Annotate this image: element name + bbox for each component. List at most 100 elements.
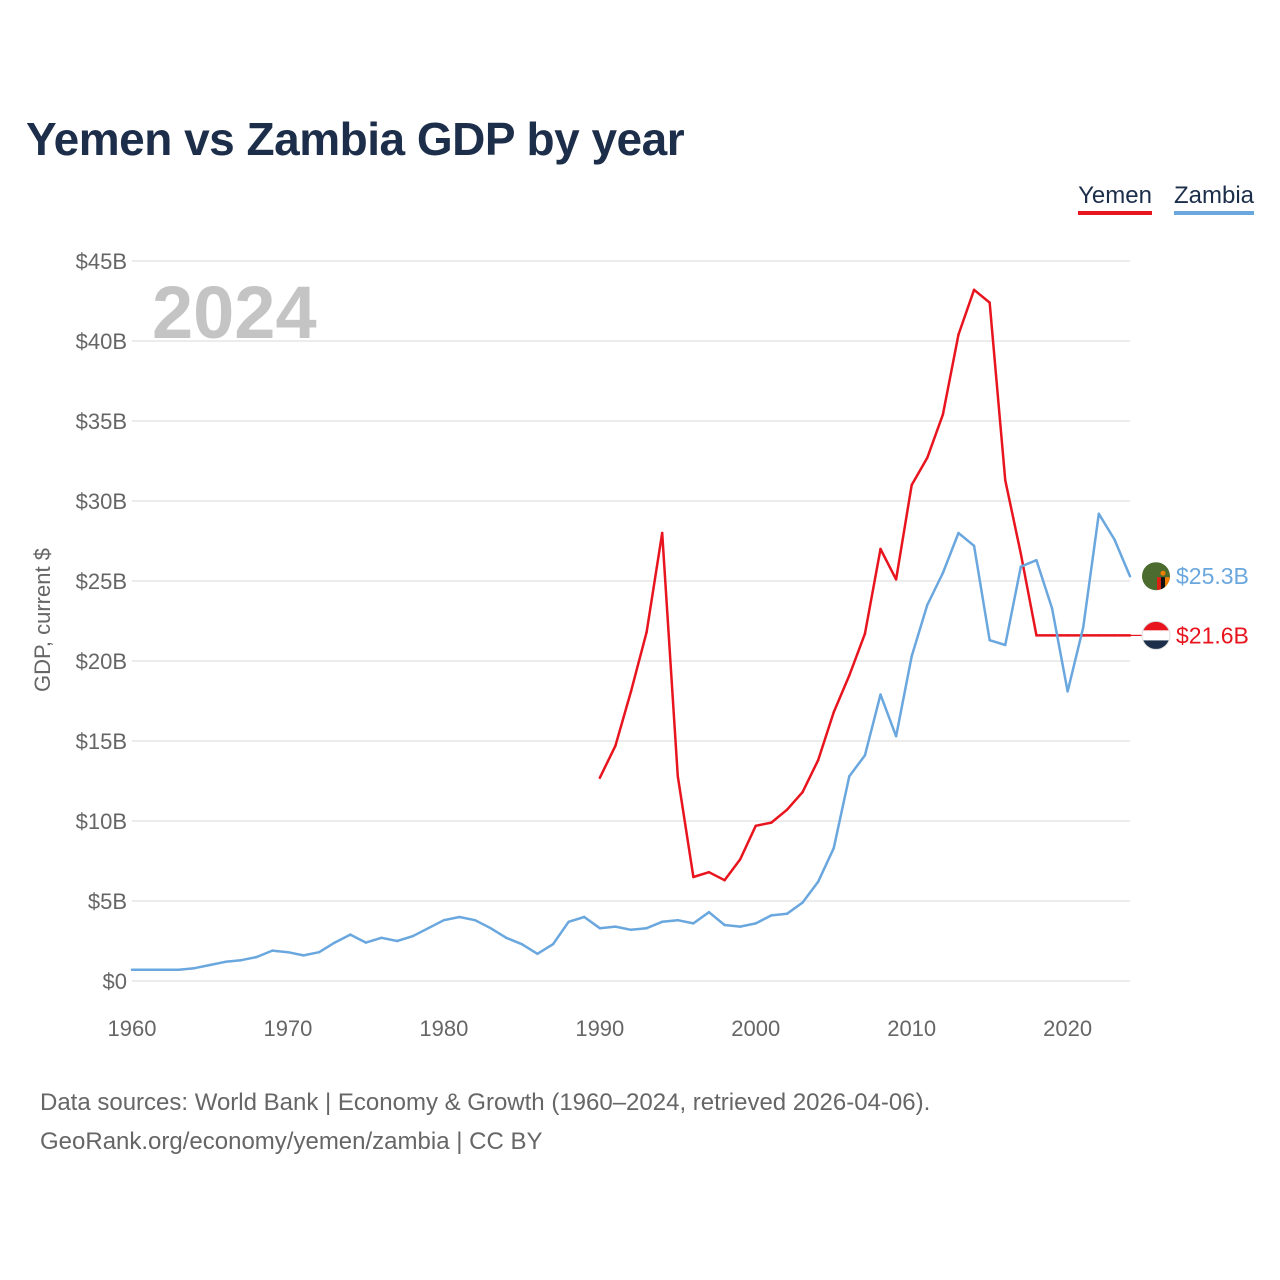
zambia-segment [957,531,976,548]
x-tick-label: 1980 [419,1016,468,1041]
yemen-segment [660,531,680,778]
yemen-segment [832,674,851,714]
zambia-segment [738,922,757,928]
zambia-segment [692,910,711,925]
yemen-segment [988,301,1007,482]
zambia-segment [567,915,586,924]
yemen-segment [723,858,742,882]
zambia-segment [848,754,867,778]
chart-title: Yemen vs Zambia GDP by year [26,113,685,165]
zambia-segment [489,926,508,940]
zambia-segment [411,926,430,938]
x-axis-ticks: 1960 1970 1980 1990 2000 2010 2020 [108,1016,1093,1041]
yemen-segment [707,870,726,882]
yemen-segment [879,547,898,581]
source-note: Data sources: World Bank | Economy & Gro… [40,1089,931,1116]
zambia-segment [816,846,835,884]
zambia-segment [224,958,243,964]
legend-item-zambia[interactable]: Zambia [1173,182,1254,215]
x-tick-label: 2010 [887,1016,936,1041]
gdp-line-chart: 2024 GDP, current $ $0 $5B $10B $15B $20B $25… [30,249,1249,1041]
y-tick-label: $35B [76,409,127,434]
x-tick-label: 1960 [108,1016,157,1041]
credit-link[interactable]: GeoRank.org/economy/yemen/zambia | CC BY [40,1128,543,1155]
legend: Yemen Zambia [1078,182,1254,215]
legend-item-yemen[interactable]: Yemen [1078,182,1152,215]
x-tick-label: 2000 [731,1016,780,1041]
zambia-segment [380,936,399,943]
zambia-segment [1113,538,1132,578]
yemen-segment [785,790,804,812]
y-tick-label: $15B [76,729,127,754]
yemen-segment [957,288,976,336]
zambia-segment [707,910,726,927]
zambia-segment [1081,512,1101,629]
grid-lines [132,260,1130,982]
zambia-segment [177,966,196,972]
yemen-segment [629,630,648,693]
zambia-segment [333,933,352,944]
zambia-segment [910,603,929,658]
zambia-segment [395,934,414,943]
series-zambia [130,512,1132,972]
zambia-segment [723,923,742,928]
y-tick-label: $0 [103,969,127,994]
yemen-segment [645,531,664,634]
zambia-segment [582,915,602,930]
zambia-segment [239,955,258,962]
zambia-segment [660,918,680,924]
y-axis-ticks: $0 $5B $10B $15B $20B $25B $30B $35B $40B $45B [76,249,127,994]
zambia-segment [458,915,477,922]
zambia-end-label: $25.3B [1176,563,1249,589]
y-tick-label: $10B [76,809,127,834]
zambia-segment [1019,558,1038,568]
series-layer [130,288,1132,972]
zambia-segment [598,925,617,930]
zambia-segment [1066,626,1085,693]
zambia-segment [271,949,290,954]
yemen-flag-icon [1141,620,1171,650]
y-tick-label: $20B [76,649,127,674]
zambia-segment [1004,565,1023,647]
yemen-segment [770,808,789,824]
zambia-segment [770,912,789,917]
zambia-segment [193,963,212,970]
zambia-segment [208,960,227,967]
zambia-segment [1035,558,1054,610]
zambia-segment [676,918,695,925]
zambia-segment [427,918,446,930]
yemen-segment [972,288,991,304]
y-tick-label: $5B [88,889,127,914]
yemen-segment [1019,552,1038,637]
zambia-segment [442,915,461,922]
yemen-segment [926,413,945,460]
y-tick-label: $40B [76,329,127,354]
yemen-segment [676,774,695,879]
x-tick-label: 1990 [575,1016,624,1041]
yemen-segment [894,483,913,581]
zambia-segment [536,942,555,956]
zambia-segment [988,638,1007,647]
yemen-segment [863,547,882,636]
yemen-segment [738,824,757,861]
zambia-segment [551,920,570,946]
zambia-segment [302,950,321,957]
yemen-segment [614,690,633,748]
yemen-end-label: $21.6B [1176,622,1249,648]
y-axis-title: GDP, current $ [30,548,55,692]
zambia-segment [614,925,633,932]
zambia-flag-icon [1142,562,1170,591]
footer: Data sources: World Bank | Economy & Gro… [40,1083,930,1161]
zambia-segment [364,936,383,944]
zambia-segment [349,933,368,944]
zambia-segment [286,950,305,957]
series-yemen [598,288,1132,882]
zambia-segment [754,914,773,925]
zambia-segment [926,571,945,607]
zambia-segment [1097,512,1116,541]
y-tick-label: $25B [76,569,127,594]
yemen-segment [910,456,929,487]
zambia-segment [645,920,664,930]
zambia-segment [255,949,274,959]
zambia-segment [832,774,851,850]
